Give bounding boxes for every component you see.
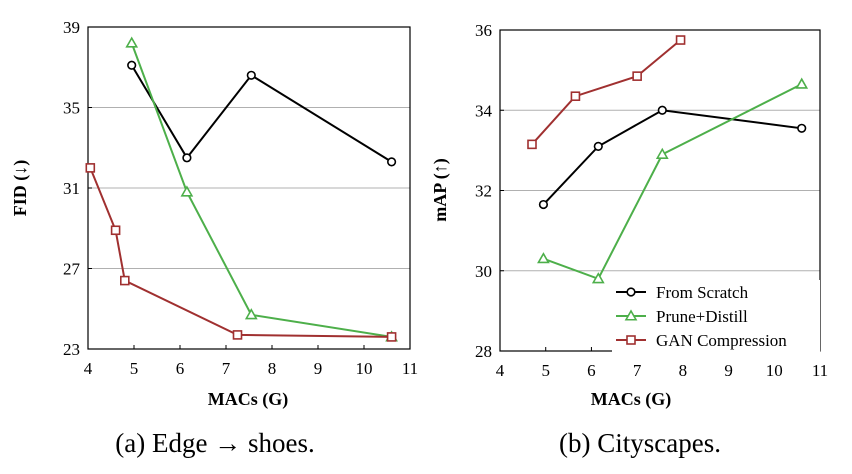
series-line xyxy=(130,64,393,163)
data-point xyxy=(387,157,397,167)
y-tick-label: 34 xyxy=(475,101,493,120)
series-line xyxy=(130,42,392,338)
series-prune-distill xyxy=(125,36,398,342)
legend-entry: Prune+Distill xyxy=(656,307,748,326)
x-tick-label: 6 xyxy=(587,361,596,380)
data-point xyxy=(655,147,669,159)
figure-caption: (b) Cityscapes. xyxy=(559,428,721,458)
chart-panel-b: 28 30 32 34 36 4 5 6 7 8 9 10 11 MACs (G) mAP (↑) (b) C… xyxy=(430,21,828,458)
series-gan-compression xyxy=(85,163,397,342)
y-tick-label: 39 xyxy=(63,18,80,37)
data-point xyxy=(120,275,130,286)
y-tick-label: 36 xyxy=(475,21,492,40)
x-tick-label: 5 xyxy=(130,359,139,378)
data-point xyxy=(593,141,603,151)
x-tick-label: 11 xyxy=(812,361,828,380)
data-point xyxy=(797,123,807,133)
data-point xyxy=(795,77,809,89)
x-axis-label: MACs (G) xyxy=(208,389,288,410)
data-point xyxy=(591,272,605,284)
y-tick-label: 32 xyxy=(475,182,492,201)
series-line xyxy=(531,39,682,146)
legend-entry: From Scratch xyxy=(656,283,749,302)
data-point xyxy=(232,330,243,340)
legend-background xyxy=(612,280,820,356)
x-tick-label: 4 xyxy=(84,359,93,378)
chart-panel-a: 23 27 31 35 39 4 5 6 7 8 9 10 11 MACs (G) FID (↓) (a) E… xyxy=(10,18,418,458)
series-prune-distill xyxy=(537,77,809,284)
legend: From Scratch Prune+Distill GAN Compression xyxy=(612,280,820,356)
data-point xyxy=(527,139,537,150)
series-line xyxy=(89,167,392,338)
data-point xyxy=(182,153,192,163)
x-tick-label: 9 xyxy=(314,359,323,378)
data-point xyxy=(180,185,194,197)
figure-caption: (a) Edge → shoes. xyxy=(115,428,314,458)
data-point xyxy=(85,163,96,173)
x-axis-label: MACs (G) xyxy=(591,389,671,410)
series-from-scratch xyxy=(538,105,807,210)
data-point xyxy=(246,70,256,80)
y-tick-label: 28 xyxy=(475,342,492,361)
data-point xyxy=(675,35,686,45)
x-tick-label: 7 xyxy=(633,361,642,380)
data-point xyxy=(125,36,139,48)
y-tick-label: 27 xyxy=(63,260,81,279)
y-axis-label: mAP (↑) xyxy=(430,158,451,221)
data-point xyxy=(127,60,137,70)
x-tick-label: 7 xyxy=(222,359,231,378)
legend-marker xyxy=(626,287,636,297)
data-point xyxy=(657,105,667,115)
legend-marker xyxy=(624,309,638,321)
x-tick-label: 8 xyxy=(268,359,277,378)
y-tick-label: 30 xyxy=(475,262,492,281)
data-point xyxy=(244,308,258,320)
series-gan-compression xyxy=(527,35,686,150)
y-tick-label: 35 xyxy=(63,99,80,118)
data-point xyxy=(537,252,550,264)
x-tick-label: 10 xyxy=(356,359,373,378)
series-line xyxy=(543,83,803,281)
x-tick-label: 9 xyxy=(724,361,733,380)
x-tick-label: 4 xyxy=(496,361,505,380)
y-tick-label: 23 xyxy=(63,340,80,359)
x-tick-label: 6 xyxy=(176,359,185,378)
x-tick-label: 5 xyxy=(541,361,550,380)
x-tick-label: 11 xyxy=(402,359,418,378)
data-point xyxy=(632,71,642,81)
y-tick-label: 31 xyxy=(63,179,80,198)
data-point xyxy=(110,225,121,236)
y-axis-label: FID (↓) xyxy=(10,160,31,217)
data-point xyxy=(538,199,549,210)
legend-entry: GAN Compression xyxy=(656,331,787,350)
x-tick-label: 10 xyxy=(766,361,783,380)
series-from-scratch xyxy=(127,60,397,167)
data-point xyxy=(570,91,581,102)
data-point xyxy=(386,332,397,342)
x-tick-label: 8 xyxy=(679,361,688,380)
legend-marker xyxy=(626,335,636,345)
